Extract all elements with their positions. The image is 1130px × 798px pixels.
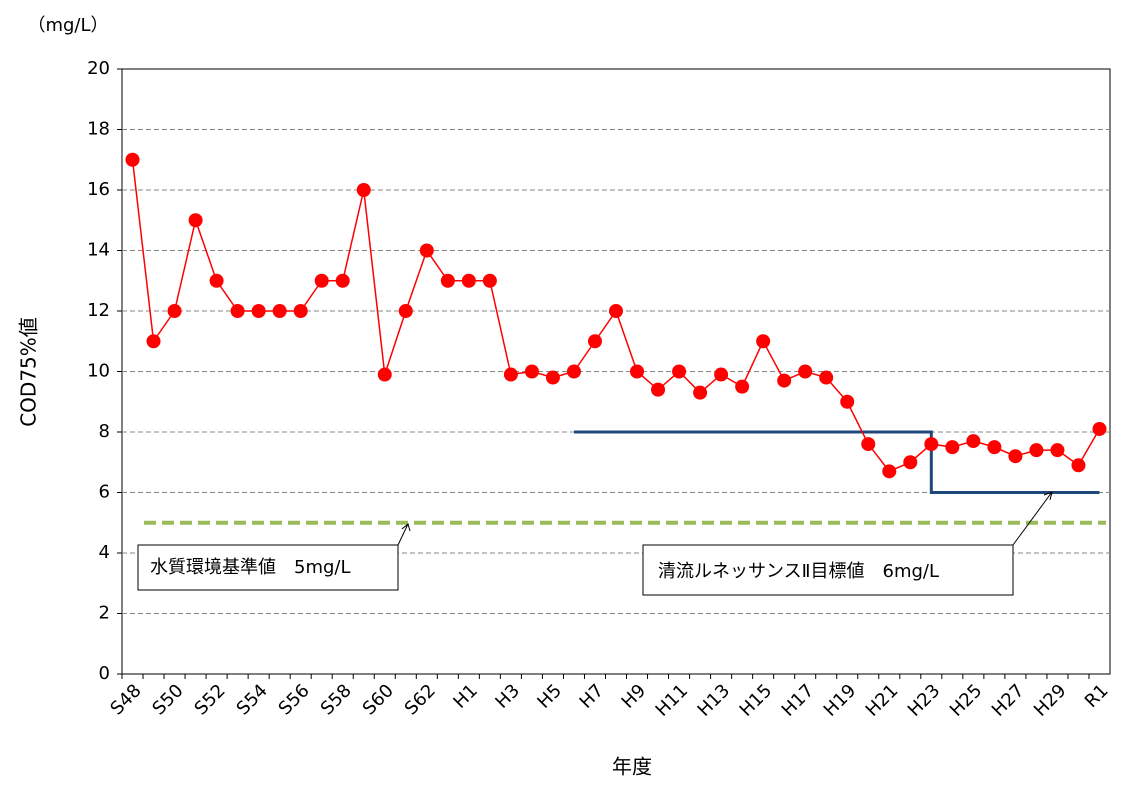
y-tick-label: 2	[99, 603, 110, 624]
y-tick-label: 8	[99, 421, 110, 442]
data-point	[524, 364, 539, 379]
unit-label: （mg/L）	[27, 15, 108, 36]
x-tick-label: H27	[988, 680, 1029, 721]
annotation-box	[137, 544, 399, 591]
x-tick-label: H19	[820, 680, 861, 721]
y-tick-label: 10	[87, 361, 110, 382]
x-tick-label: H11	[652, 680, 693, 721]
annotation-arrow	[397, 523, 411, 546]
data-point	[609, 304, 623, 318]
target-label: 清流ルネッサンスⅡ目標値 6mg/L	[658, 561, 939, 582]
y-tick-label: 12	[87, 300, 110, 321]
data-point	[714, 367, 729, 382]
x-tick-label: H23	[904, 680, 945, 721]
x-tick-label: H1	[449, 680, 482, 713]
y-tick-label: 0	[99, 663, 110, 684]
data-point	[335, 273, 350, 288]
y-tick-label: 18	[87, 119, 110, 140]
data-point	[903, 455, 918, 470]
data-point	[272, 304, 287, 318]
plot-area: 0 2 4 6 8 10 12 14 16 18 20 S48 S50 S52 S54 S56 S58 S60 S6…	[87, 58, 1112, 721]
data-point	[440, 273, 455, 288]
data-point	[167, 304, 182, 318]
data-point	[672, 364, 687, 379]
data-point	[419, 243, 434, 258]
x-tick-label: R1	[1081, 680, 1113, 712]
x-tick-label: H3	[491, 680, 524, 713]
x-tick-label: S52	[191, 680, 230, 719]
x-tick-label: S50	[148, 680, 187, 719]
data-point	[188, 213, 203, 228]
x-tick-label: S54	[233, 680, 272, 719]
x-tick-label: H29	[1030, 680, 1071, 721]
x-tick-label: S56	[275, 680, 314, 719]
data-point	[840, 394, 855, 409]
data-point	[1092, 421, 1107, 436]
data-point	[1008, 449, 1023, 464]
x-tick-label: H13	[694, 680, 735, 721]
data-point	[861, 437, 876, 452]
x-tick-label: H21	[862, 680, 903, 721]
data-point	[314, 273, 329, 288]
x-tick-label: S62	[401, 680, 440, 719]
data-point	[566, 364, 581, 379]
data-point	[987, 440, 1002, 455]
data-point	[945, 440, 960, 455]
data-point	[461, 273, 476, 288]
data-point	[924, 437, 939, 452]
data-point	[798, 364, 813, 379]
y-tick-label: 16	[87, 179, 110, 200]
y-tick-label: 20	[87, 58, 110, 79]
x-tick-label: S60	[359, 680, 398, 719]
data-point	[545, 370, 560, 385]
data-point	[482, 273, 497, 288]
data-point	[1029, 443, 1044, 458]
data-point	[209, 273, 224, 288]
y-tick-label: 4	[99, 542, 110, 563]
data-point	[587, 334, 602, 349]
x-tick-label: H7	[576, 680, 609, 713]
x-tick-label: H9	[618, 680, 651, 713]
x-tick-label: S58	[317, 680, 356, 719]
y-tick-label: 6	[99, 482, 110, 503]
data-point	[651, 382, 666, 397]
x-tick-label: H17	[778, 680, 819, 721]
x-tick-label: H15	[736, 680, 777, 721]
target-line	[573, 430, 1100, 494]
annotation-box	[642, 544, 1014, 596]
data-point	[735, 379, 750, 394]
data-point	[146, 334, 161, 349]
y-tick-label: 14	[87, 240, 110, 261]
data-point	[756, 334, 771, 349]
x-tick-label: S48	[106, 680, 145, 719]
data-point	[356, 183, 371, 197]
data-point	[377, 367, 392, 382]
annotation-arrow	[1012, 491, 1053, 546]
y-axis-label: COD75%値	[17, 317, 41, 427]
x-axis-label: 年度	[612, 755, 652, 779]
data-point	[125, 152, 140, 167]
data-point	[503, 367, 518, 382]
x-tick-label: H5	[533, 680, 566, 713]
data-point	[693, 385, 708, 400]
standard-label: 水質環境基準値 5mg/L	[150, 557, 351, 578]
data-point	[251, 304, 266, 318]
data-point	[398, 304, 413, 318]
data-point	[966, 434, 981, 449]
data-point	[630, 364, 645, 379]
data-point	[230, 304, 245, 318]
data-point	[777, 373, 792, 388]
x-tick-label: H25	[946, 680, 987, 721]
data-point	[1071, 458, 1086, 473]
data-point	[882, 464, 897, 479]
data-point	[293, 304, 308, 318]
data-point	[1050, 443, 1065, 458]
data-point	[819, 370, 834, 385]
